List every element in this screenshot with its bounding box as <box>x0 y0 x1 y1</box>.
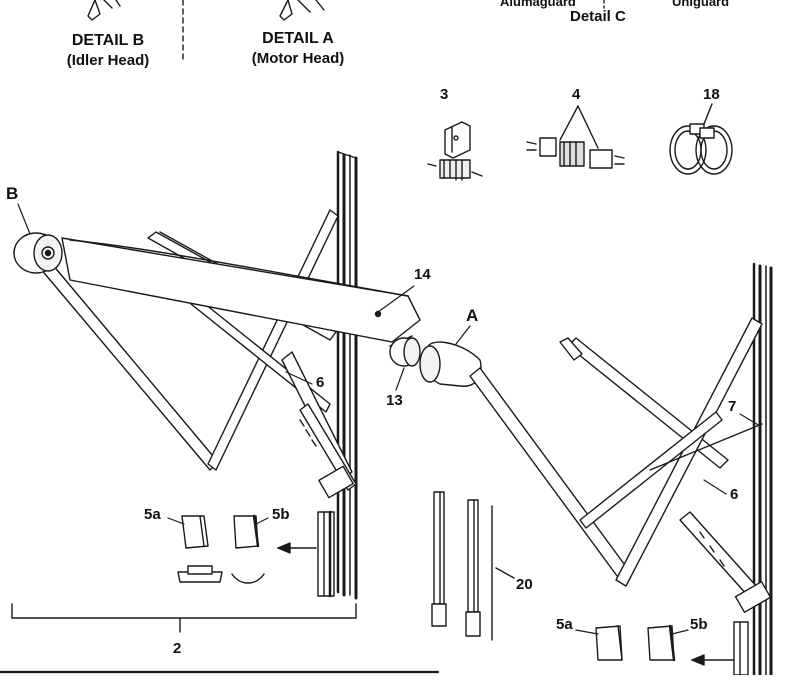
callout-5b-left: 5b <box>272 506 290 523</box>
dimension-bracket-2 <box>11 603 357 633</box>
right-arm-frame <box>419 317 772 613</box>
detail-c-uniguard-label: Uniguard <box>672 0 730 9</box>
callout-18: 18 <box>703 86 720 103</box>
callout-4: 4 <box>572 86 581 103</box>
callout-14: 14 <box>414 266 431 283</box>
leader-lines <box>17 203 761 635</box>
detail-b-screw-fragment <box>87 0 121 21</box>
callout-5a-left: 5a <box>144 506 161 523</box>
callout-6-right: 6 <box>730 486 739 503</box>
left-lower-parts <box>177 510 335 598</box>
part-3-bracket <box>427 121 483 181</box>
left-canopy-roll <box>13 232 421 367</box>
detail-a-title: DETAIL A <box>262 30 334 47</box>
callout-7: 7 <box>728 398 737 415</box>
callout-20: 20 <box>516 576 533 593</box>
part-18-hose-clamps <box>669 103 733 175</box>
part-20-rails <box>431 491 515 641</box>
right-lower-parts <box>595 621 749 676</box>
detail-c-alumaguard-label: Alumaguard <box>500 0 576 9</box>
callout-5a-right: 5a <box>556 616 573 633</box>
detail-a-subtitle: (Motor Head) <box>251 50 345 67</box>
detail-b-title: DETAIL B <box>71 32 145 49</box>
left-wall-rail <box>336 150 358 600</box>
callout-6-left: 6 <box>316 374 325 391</box>
callout-13: 13 <box>386 392 403 409</box>
detail-a-screw-fragment <box>279 0 325 21</box>
detail-c-title: Detail C <box>570 8 626 25</box>
callout-5b-right: 5b <box>690 616 708 633</box>
callout-3: 3 <box>440 86 449 103</box>
part-4-brackets <box>526 105 625 169</box>
detail-b-subtitle: (Idler Head) <box>66 52 150 69</box>
callout-2: 2 <box>173 640 182 657</box>
callout-b: B <box>6 184 19 203</box>
callout-a: A <box>466 306 479 325</box>
